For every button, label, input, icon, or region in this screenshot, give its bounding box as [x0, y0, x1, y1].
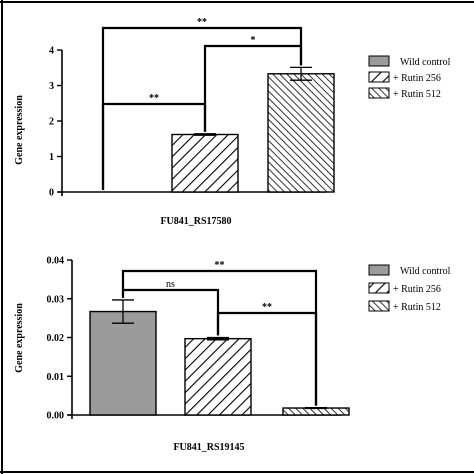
chart-panel-bottom: Gene expression FU841_RS19145 Wild contr…	[14, 256, 451, 454]
legend-item-wild-control: Wild control	[368, 264, 451, 277]
y-tick-label: 2	[49, 117, 54, 128]
y-tick-label: 1	[49, 152, 54, 163]
y-tick-label: 0.04	[47, 256, 65, 267]
legend-label: + Rutin 256	[393, 73, 441, 84]
legend-item-rutin-512: + Rutin 512	[368, 300, 441, 313]
significance-label: **	[149, 93, 159, 104]
y-tick-label: 0.02	[47, 333, 65, 344]
bar	[171, 133, 239, 193]
legend-label: + Rutin 256	[393, 284, 441, 295]
legend-label: + Rutin 512	[393, 302, 441, 313]
legend-swatch	[368, 300, 390, 312]
legend-label: + Rutin 512	[393, 89, 441, 100]
legend-swatch	[368, 282, 390, 294]
legend-swatch	[368, 55, 390, 67]
legend-label: Wild control	[400, 266, 451, 277]
legend: Wild control + Rutin 256 + Rutin 512	[368, 264, 451, 313]
y-tick-label: 0	[49, 188, 54, 199]
y-tick-label: 3	[49, 81, 54, 92]
significance-bracket	[121, 269, 318, 406]
legend-swatch	[368, 264, 390, 276]
bar	[267, 73, 335, 193]
bar	[184, 337, 252, 416]
bar	[89, 310, 157, 416]
bar	[282, 407, 350, 416]
y-axis-label: Gene expression	[14, 303, 25, 373]
legend: Wild control + Rutin 256 + Rutin 512	[368, 55, 451, 100]
legend-item-rutin-256: + Rutin 256	[368, 282, 441, 295]
x-axis-label: FU841_RS17580	[160, 216, 231, 227]
y-tick-label: 0.03	[47, 294, 65, 305]
legend-item-rutin-512: + Rutin 512	[368, 87, 441, 100]
significance-label: ns	[166, 279, 175, 290]
y-tick-label: 0.00	[47, 411, 65, 422]
significance-label: **	[262, 302, 272, 313]
significance-bracket	[101, 26, 303, 190]
significance-label: **	[215, 260, 225, 271]
y-tick-label: 4	[49, 46, 54, 57]
y-axis-label: Gene expression	[14, 95, 25, 165]
significance-label: *	[251, 35, 256, 46]
x-axis-label: FU841_RS19145	[173, 442, 244, 453]
y-tick-label: 0.01	[47, 372, 65, 383]
significance-label: **	[197, 17, 207, 28]
legend-label: Wild control	[400, 57, 451, 68]
legend-item-wild-control: Wild control	[368, 55, 451, 68]
legend-swatch	[368, 71, 390, 83]
legend-swatch	[368, 87, 390, 99]
chart-panel-top: Gene expression FU841_RS17580 Wild contr…	[14, 17, 451, 227]
legend-item-rutin-256: + Rutin 256	[368, 71, 441, 84]
